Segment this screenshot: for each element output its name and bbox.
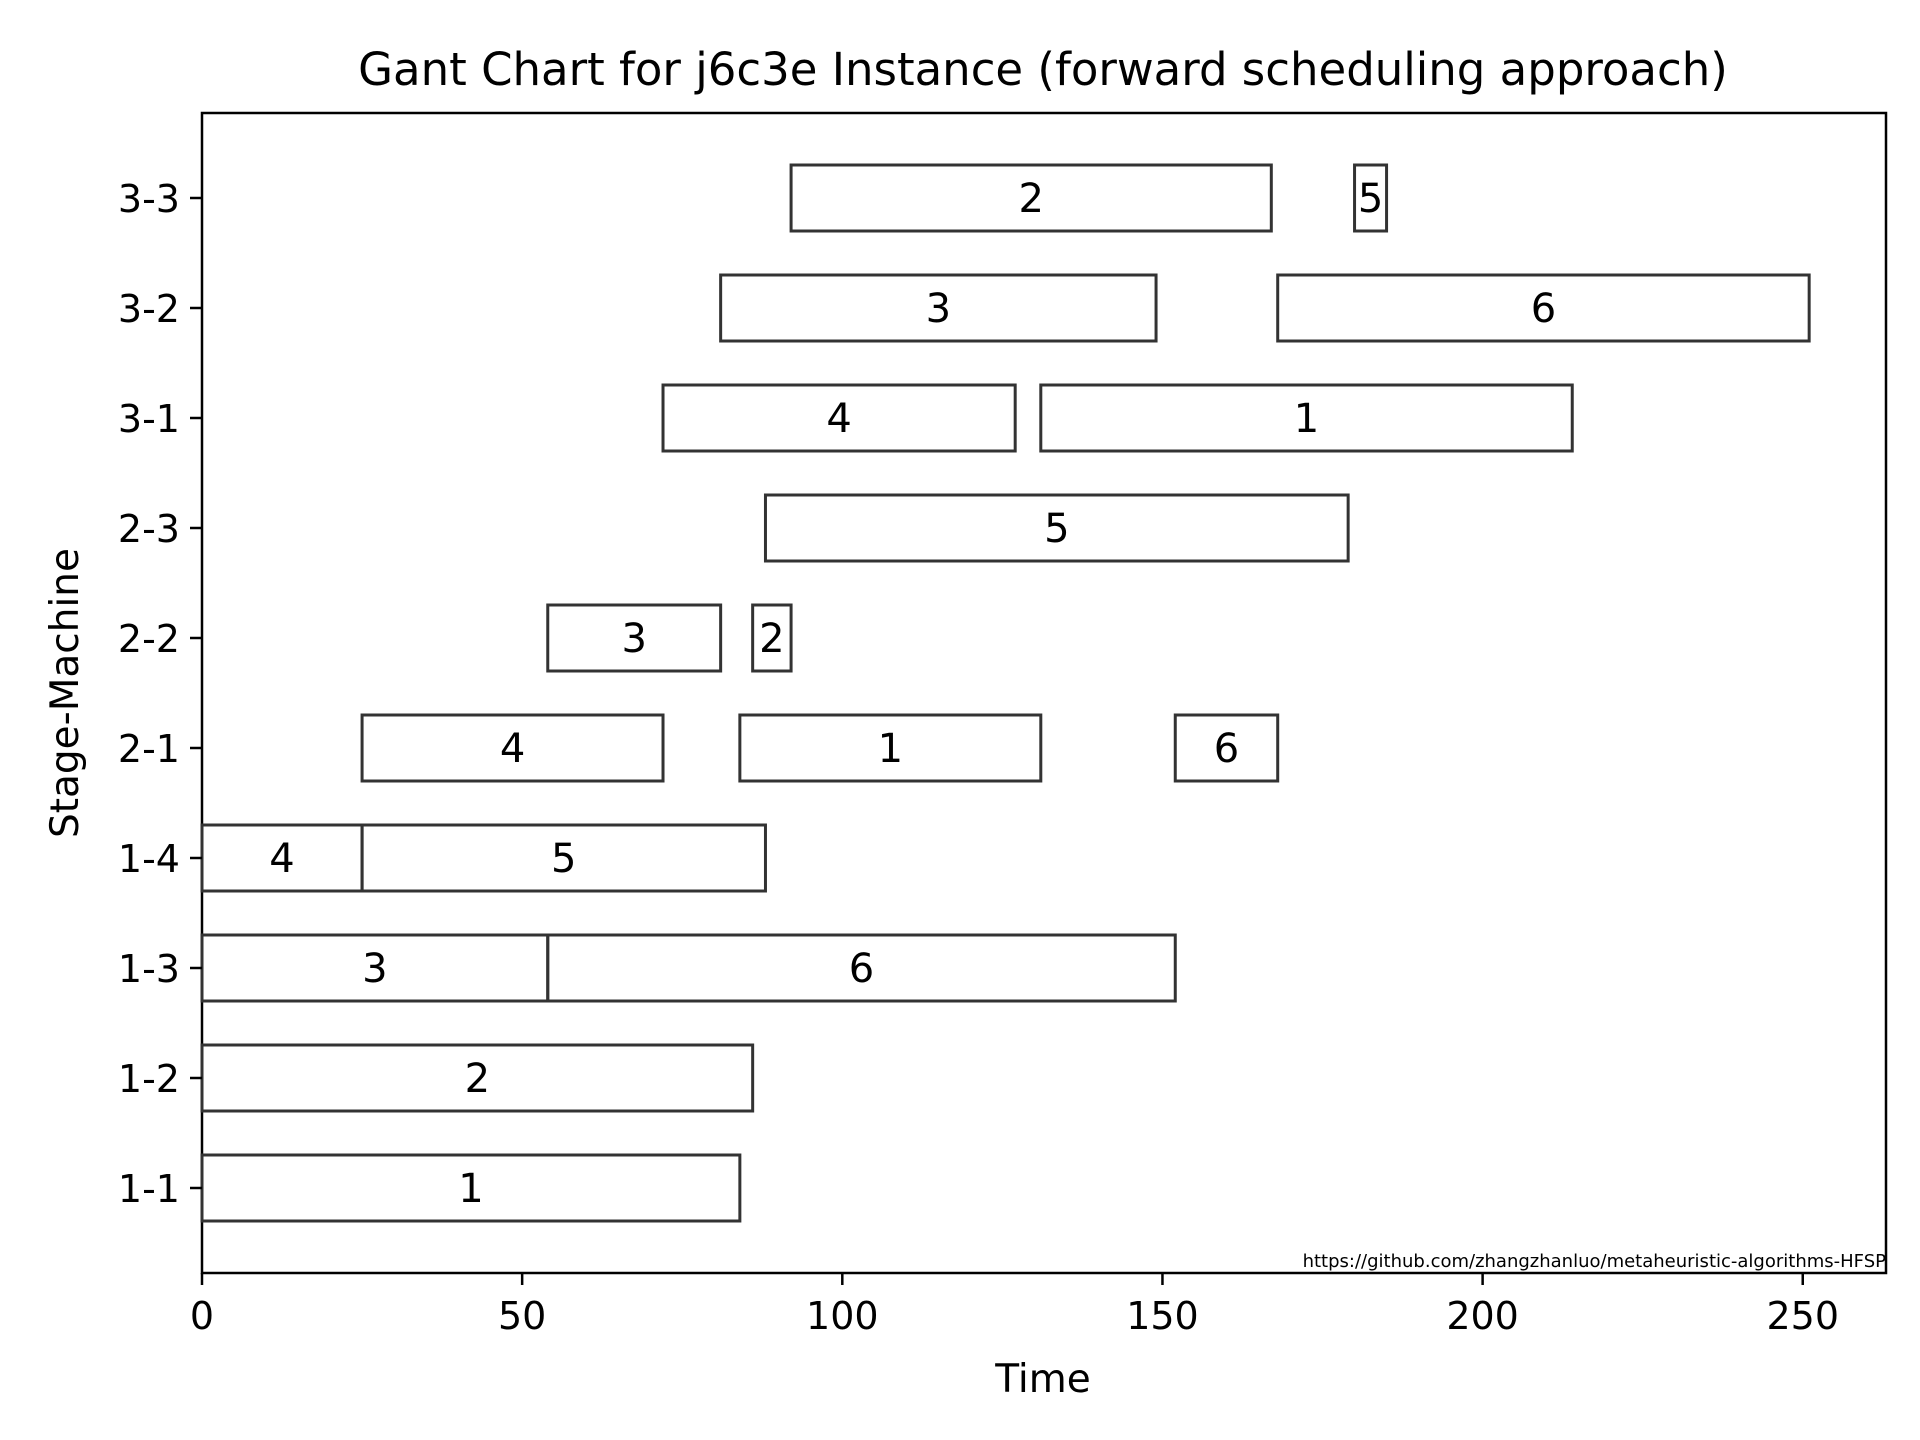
task-bar xyxy=(1353,163,1389,233)
task-bar-group: 6 xyxy=(1276,273,1811,343)
task-bar-group: 6 xyxy=(1173,713,1280,783)
task-bar-group: 1 xyxy=(738,713,1043,783)
x-tick-label: 50 xyxy=(498,1294,546,1338)
task-bar xyxy=(546,603,723,673)
x-tick-label: 250 xyxy=(1766,1294,1839,1338)
x-tick-label: 150 xyxy=(1126,1294,1199,1338)
task-bar-group: 2 xyxy=(751,603,793,673)
task-job-label: 4 xyxy=(269,836,294,882)
task-bar xyxy=(1039,383,1574,453)
task-bar xyxy=(751,603,793,673)
task-job-label: 2 xyxy=(1018,176,1043,222)
task-job-label: 3 xyxy=(362,946,387,992)
task-bar xyxy=(719,273,1158,343)
task-bar-group: 1 xyxy=(1039,383,1574,453)
y-tick-label: 1-1 xyxy=(118,1167,180,1211)
task-bar-group: 4 xyxy=(200,823,364,893)
task-bar-group: 1 xyxy=(200,1153,742,1223)
task-bar-group: 3 xyxy=(546,603,723,673)
y-tick-label: 1-3 xyxy=(118,947,180,991)
y-tick-label: 2-1 xyxy=(118,727,180,771)
task-bar xyxy=(360,713,665,783)
task-job-label: 3 xyxy=(621,616,646,662)
watermark-text: https://github.com/zhangzhanluo/metaheur… xyxy=(1303,1251,1887,1272)
task-bar-group: 3 xyxy=(200,933,550,1003)
y-tick-label: 3-2 xyxy=(118,287,180,331)
x-tick-label: 0 xyxy=(190,1294,214,1338)
task-bar-group: 2 xyxy=(789,163,1273,233)
task-bar xyxy=(546,933,1177,1003)
y-tick-label: 1-2 xyxy=(118,1057,180,1101)
x-tick-label: 200 xyxy=(1446,1294,1519,1338)
y-axis: 1-1 1-2 1-3 1-4 2-1 2-2 2-3 3-1 3-2 3-3 xyxy=(118,177,202,1211)
task-bar-group: 6 xyxy=(546,933,1177,1003)
y-tick-label: 2-3 xyxy=(118,507,180,551)
task-job-label: 1 xyxy=(878,726,903,772)
task-bar-group: 5 xyxy=(1353,163,1389,233)
task-bar xyxy=(360,823,767,893)
chart-title: Gant Chart for j6c3e Instance (forward s… xyxy=(358,43,1728,96)
task-job-label: 5 xyxy=(1044,506,1069,552)
task-job-label: 3 xyxy=(926,286,951,332)
task-job-label: 1 xyxy=(1294,396,1319,442)
task-bar-group: 5 xyxy=(360,823,767,893)
task-job-label: 6 xyxy=(1214,726,1239,772)
task-bar xyxy=(763,493,1350,563)
task-bar xyxy=(1173,713,1280,783)
task-job-label: 4 xyxy=(826,396,851,442)
task-bar-group: 3 xyxy=(719,273,1158,343)
task-bar-group: 5 xyxy=(763,493,1350,563)
x-tick-label: 100 xyxy=(806,1294,879,1338)
task-bar xyxy=(1276,273,1811,343)
y-tick-label: 1-4 xyxy=(118,837,180,881)
plot-area xyxy=(200,111,1888,1275)
x-axis-label: Time xyxy=(994,1357,1090,1402)
task-bar xyxy=(661,383,1017,453)
task-bar-group: 4 xyxy=(661,383,1017,453)
task-job-label: 6 xyxy=(849,946,874,992)
y-tick-label: 2-2 xyxy=(118,617,180,661)
y-tick-label: 3-1 xyxy=(118,397,180,441)
y-axis-label: Stage-Machine xyxy=(43,548,88,838)
x-axis: 0 50 100 150 200 250 xyxy=(190,1273,1839,1338)
task-job-label: 6 xyxy=(1531,286,1556,332)
bars-layer: 1 2 3 6 4 5 4 1 6 3 2 5 4 1 3 6 2 5 xyxy=(200,163,1811,1223)
task-job-label: 5 xyxy=(1358,176,1383,222)
task-job-label: 2 xyxy=(465,1056,490,1102)
task-job-label: 5 xyxy=(551,836,576,882)
task-job-label: 4 xyxy=(500,726,525,772)
task-job-label: 1 xyxy=(458,1166,483,1212)
task-bar xyxy=(789,163,1273,233)
task-bar xyxy=(738,713,1043,783)
task-bar-group: 4 xyxy=(360,713,665,783)
task-job-label: 2 xyxy=(759,616,784,662)
task-bar-group: 2 xyxy=(200,1043,755,1113)
y-tick-label: 3-3 xyxy=(118,177,180,221)
